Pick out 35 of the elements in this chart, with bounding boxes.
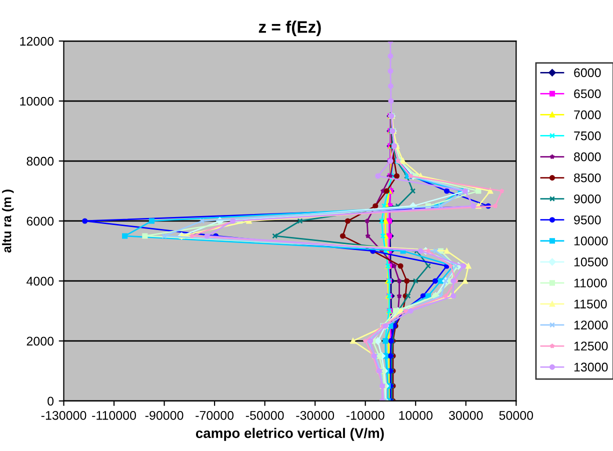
- y-tick-label: 10000: [20, 96, 54, 106]
- legend-label: 6000: [574, 68, 601, 78]
- y-tick-label: 2000: [26, 336, 54, 346]
- chart-title: z = f(Ez): [258, 20, 321, 36]
- x-tick-label: -110000: [92, 410, 136, 420]
- legend-label: 10000: [574, 236, 608, 246]
- y-tick-label: 8000: [26, 156, 54, 166]
- legend-label: 13000: [574, 362, 608, 372]
- x-tick-label: -130000: [41, 410, 86, 420]
- legend-label: 7000: [574, 110, 601, 120]
- x-axis-title: campo eletrico vertical (V/m): [196, 428, 384, 441]
- legend-label: 7500: [574, 131, 601, 140]
- x-tick-label: -50000: [246, 410, 284, 420]
- legend-label: 8500: [574, 173, 601, 182]
- x-tick-label: 50000: [499, 410, 534, 420]
- legend-label: 11000: [574, 278, 607, 288]
- x-tick-label: -70000: [196, 410, 234, 420]
- legend-label: 10500: [574, 258, 608, 266]
- legend-label: 9000: [574, 194, 601, 204]
- legend-label: 12000: [574, 320, 608, 330]
- x-tick-label: -10000: [346, 410, 384, 420]
- y-tick-label: 0: [48, 396, 54, 406]
- legend-label: 6500: [574, 89, 601, 98]
- legend-label: 9500: [574, 215, 601, 224]
- y-axis-title: altu ra (m ): [2, 190, 14, 253]
- x-tick-label: -30000: [296, 410, 334, 420]
- y-tick-label: 12000: [20, 36, 54, 46]
- y-tick-label: 4000: [26, 276, 54, 286]
- x-tick-label: -90000: [145, 410, 184, 420]
- legend-label: 8000: [574, 152, 601, 162]
- legend-label: 12500: [574, 342, 608, 351]
- x-tick-label: 10000: [399, 410, 433, 420]
- legend-label: 11500: [574, 300, 607, 308]
- y-tick-label: 6000: [26, 216, 54, 226]
- x-tick-label: 30000: [448, 410, 483, 420]
